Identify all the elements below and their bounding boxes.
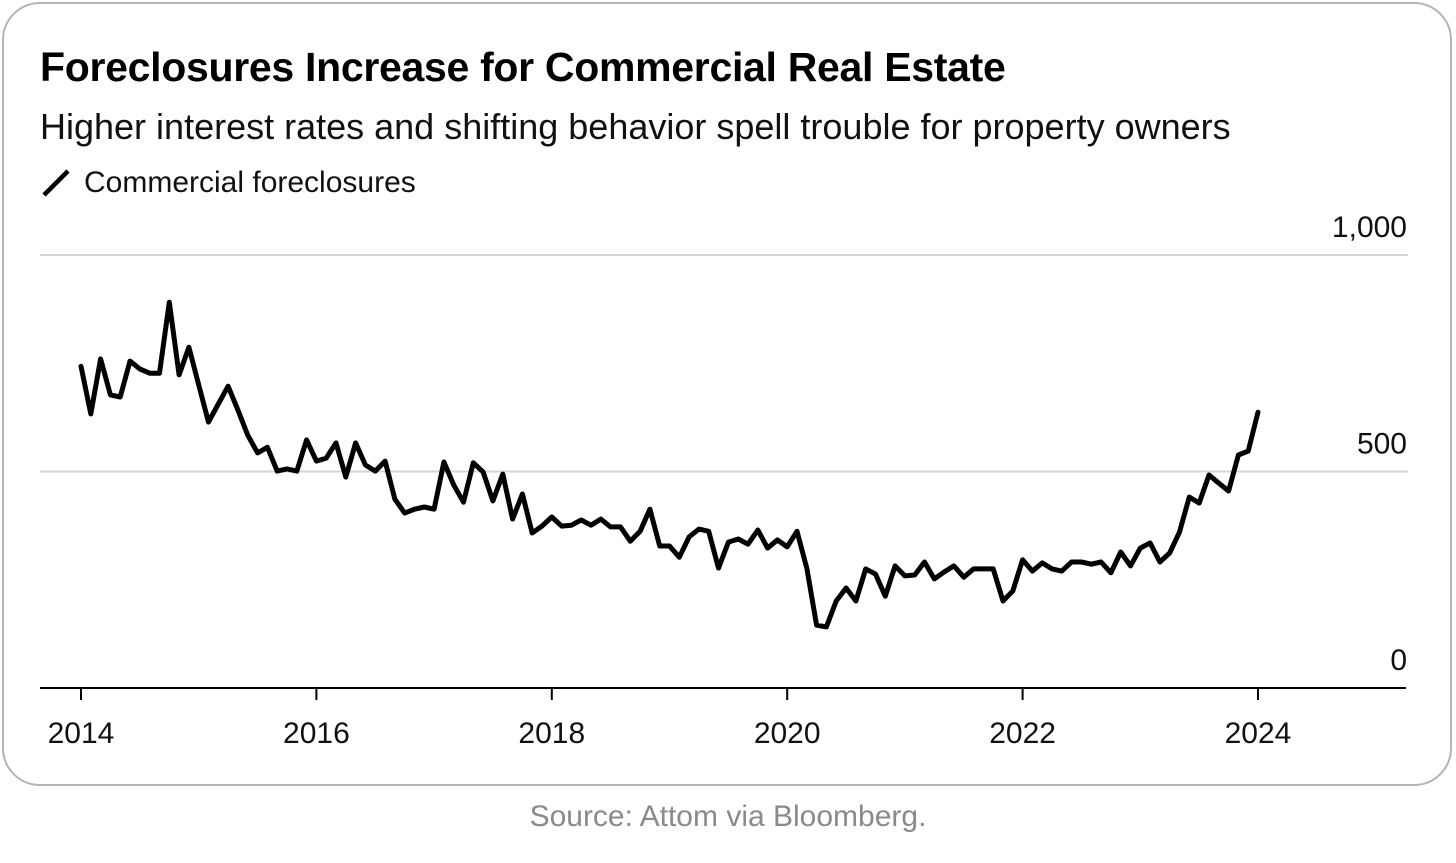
x-tick-label: 2016 xyxy=(283,717,350,750)
x-tick-label: 2020 xyxy=(754,717,821,750)
y-tick-label: 500 xyxy=(1357,428,1407,461)
x-tick-label: 2014 xyxy=(48,717,115,750)
chart-card xyxy=(2,2,1452,786)
chart-subtitle: Higher interest rates and shifting behav… xyxy=(40,106,1231,147)
source-note: Source: Attom via Bloomberg. xyxy=(529,800,927,833)
line-chart: 0 500 1,000 2014 2016 2018 2020 2022 2024 xyxy=(40,211,1408,750)
x-tick-label: 2022 xyxy=(989,717,1056,750)
legend: Commercial foreclosures xyxy=(40,166,416,200)
legend-line-icon xyxy=(42,169,70,197)
y-tick-label: 1,000 xyxy=(1332,211,1407,244)
series-line-commercial-foreclosures xyxy=(78,299,1261,630)
x-tick-label: 2018 xyxy=(518,717,585,750)
legend-label: Commercial foreclosures xyxy=(84,166,416,199)
x-tick-label: 2024 xyxy=(1225,717,1292,750)
y-tick-label: 0 xyxy=(1390,644,1407,677)
chart-title: Foreclosures Increase for Commercial Rea… xyxy=(40,44,1006,90)
